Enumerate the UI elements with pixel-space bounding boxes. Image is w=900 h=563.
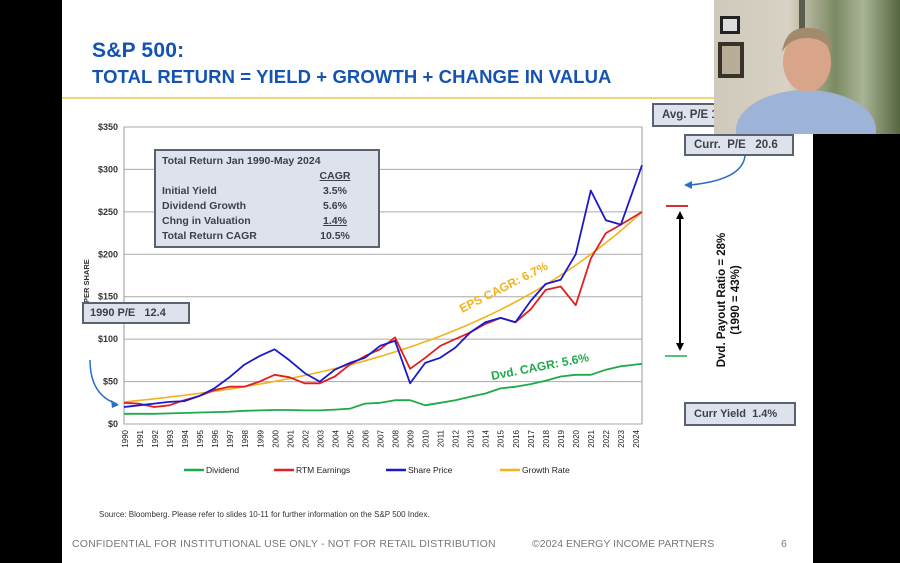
- x-tick-label: 2003: [316, 429, 325, 447]
- y-tick-label: $150: [98, 292, 118, 302]
- series-line-rtm-earnings: [123, 211, 643, 408]
- y-tick-label: $0: [108, 419, 118, 429]
- series-line-share-price: [123, 164, 643, 408]
- x-tick-label: 2012: [452, 429, 461, 447]
- page-number: 6: [781, 538, 787, 550]
- footer-copyright: ©2024 ENERGY INCOME PARTNERS: [532, 538, 715, 550]
- x-tick-label: 2006: [361, 429, 370, 447]
- x-tick-label: 1992: [151, 429, 160, 447]
- x-tick-label: 2000: [271, 429, 280, 447]
- slide: S&P 500: TOTAL RETURN = YIELD + GROWTH +…: [62, 0, 813, 563]
- presenter-silhouette: [718, 0, 876, 134]
- x-axis: 1990 1991 1992 1993 1994 1995 1996 1997 1998 1999…: [121, 429, 641, 447]
- payout-arrow-up: [676, 211, 684, 219]
- x-tick-label: 1990: [121, 429, 130, 447]
- x-tick-label: 2016: [512, 429, 521, 447]
- total-return-summary-box: Total Return Jan 1990-May 2024 CAGR Init…: [154, 149, 380, 248]
- slide-title: S&P 500:: [92, 39, 185, 62]
- curr-pe-callout: Curr. P/E 20.6: [684, 134, 794, 156]
- summary-title: Total Return Jan 1990-May 2024: [162, 155, 321, 167]
- y-tick-label: $100: [98, 334, 118, 344]
- x-tick-label: 1996: [211, 429, 220, 447]
- chart: $0$50$100$150$200$250$300$350 1990 1991 19…: [82, 122, 746, 475]
- legend-label: Growth Rate: [522, 465, 570, 475]
- footer-disclaimer: CONFIDENTIAL FOR INSTITUTIONAL USE ONLY …: [72, 538, 496, 550]
- payout-ratio-annotation: Dvd. Payout Ratio = 28% (1990 = 43%): [715, 215, 743, 385]
- x-tick-label: 2023: [617, 429, 626, 447]
- x-tick-label: 1991: [136, 429, 145, 447]
- curr-pe-arrowhead: [684, 181, 692, 189]
- x-tick-label: 2007: [376, 429, 385, 447]
- x-tick-label: 2013: [467, 429, 476, 447]
- legend-label: Share Price: [408, 465, 453, 475]
- x-tick-label: 2015: [497, 429, 506, 447]
- y-tick-label: $250: [98, 207, 118, 217]
- legend-label: Dividend: [206, 465, 239, 475]
- x-tick-label: 2005: [346, 429, 355, 447]
- x-tick-label: 2021: [587, 429, 596, 447]
- x-tick-label: 1997: [226, 429, 235, 447]
- x-tick-label: 2010: [422, 429, 431, 447]
- y-tick-label: $200: [98, 249, 118, 259]
- x-tick-label: 1998: [241, 429, 250, 447]
- x-tick-label: 2017: [527, 429, 536, 447]
- pe-1990-callout: 1990 P/E 12.4: [82, 302, 190, 324]
- x-tick-label: 2018: [542, 429, 551, 447]
- presenter-video[interactable]: [714, 0, 900, 134]
- x-tick-label: 1993: [166, 429, 175, 447]
- payout-ratio-1990-text: (1990 = 43%): [730, 265, 742, 335]
- x-tick-label: 1995: [196, 429, 205, 447]
- legend-label: RTM Earnings: [296, 465, 350, 475]
- summary-row: Initial Yield 3.5%: [162, 185, 347, 197]
- chart-series: [123, 164, 643, 415]
- slide-subtitle: TOTAL RETURN = YIELD + GROWTH + CHANGE I…: [92, 66, 612, 87]
- summary-row: Total Return CAGR 10.5%: [162, 230, 350, 242]
- curr-pe-arrow: [689, 155, 746, 186]
- eps-cagr-annotation: EPS CAGR: 6.7%: [457, 259, 550, 316]
- chart-legend: Dividend RTM Earnings Share Price Growth Ra…: [184, 465, 570, 475]
- summary-row: Chng in Valuation 1.4%: [162, 215, 347, 227]
- y-axis: $0 $50 $100 $150 $200 $250 $300 $350: [98, 122, 118, 429]
- series-line-dividend: [124, 362, 643, 415]
- x-tick-label: 2009: [407, 429, 416, 447]
- x-tick-label: 2001: [286, 429, 295, 447]
- y-axis-label: PER SHARE: [82, 259, 91, 303]
- x-tick-label: 2014: [482, 429, 491, 447]
- x-tick-label: 2004: [331, 429, 340, 447]
- x-tick-label: 2011: [437, 429, 446, 447]
- y-tick-label: $350: [98, 122, 118, 132]
- x-tick-label: 1994: [181, 429, 190, 447]
- payout-arrow-down: [676, 343, 684, 351]
- dvd-cagr-annotation: Dvd. CAGR: 5.6%: [490, 350, 591, 383]
- x-tick-label: 2022: [602, 429, 611, 447]
- y-tick-label: $50: [103, 377, 118, 387]
- source-note: Source: Bloomberg. Please refer to slide…: [99, 510, 430, 519]
- summary-row: Dividend Growth 5.6%: [162, 200, 347, 212]
- title-divider: [62, 97, 813, 99]
- x-tick-label: 1999: [256, 429, 265, 447]
- pe-1990-arrowhead: [111, 400, 119, 408]
- x-tick-label: 2008: [392, 429, 401, 447]
- x-tick-label: 2019: [557, 429, 566, 447]
- y-tick-label: $300: [98, 164, 118, 174]
- x-tick-label: 2002: [301, 429, 310, 447]
- summary-col-header: CAGR: [319, 170, 351, 182]
- x-tick-label: 2024: [632, 429, 641, 447]
- curr-yield-callout: Curr Yield 1.4%: [684, 402, 796, 426]
- x-tick-label: 2020: [572, 429, 581, 447]
- payout-ratio-text: Dvd. Payout Ratio = 28%: [716, 232, 728, 368]
